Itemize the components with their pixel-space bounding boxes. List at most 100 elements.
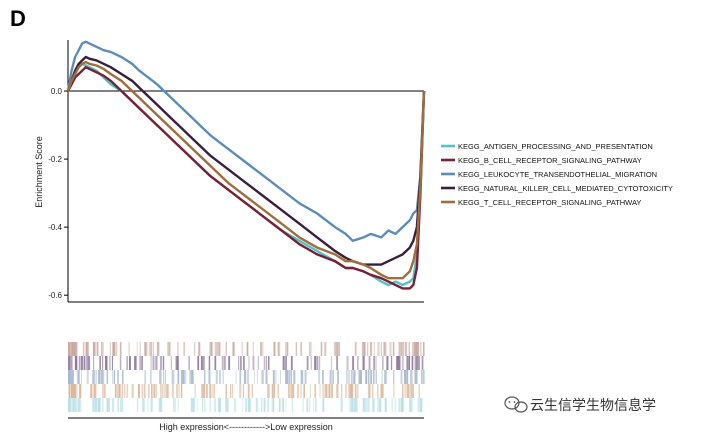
barcode-hit bbox=[144, 384, 146, 398]
barcode-hit bbox=[228, 356, 231, 370]
barcode-hit bbox=[225, 342, 227, 356]
barcode-hit bbox=[183, 342, 185, 356]
barcode-hit bbox=[190, 398, 193, 412]
barcode-hit bbox=[257, 398, 259, 412]
barcode-hit bbox=[116, 342, 118, 356]
barcode-hit bbox=[382, 356, 384, 370]
barcode-hit bbox=[300, 370, 302, 384]
barcode-hit bbox=[266, 356, 267, 370]
barcode-hit bbox=[291, 398, 293, 412]
barcode-hit bbox=[285, 398, 287, 412]
barcode-hit bbox=[352, 356, 354, 370]
barcode-hit bbox=[362, 342, 364, 356]
barcode-hit bbox=[367, 384, 371, 398]
hit-barcode bbox=[68, 342, 425, 419]
barcode-hit bbox=[375, 356, 377, 370]
barcode-hit bbox=[241, 342, 243, 356]
barcode-hit bbox=[155, 384, 157, 398]
barcode-hit bbox=[338, 342, 340, 356]
barcode-hit bbox=[120, 342, 122, 356]
barcode-hit bbox=[72, 384, 74, 398]
y-axis-label: Enrichment Score bbox=[34, 136, 44, 208]
barcode-hit bbox=[361, 342, 364, 356]
barcode-hit bbox=[115, 384, 117, 398]
barcode-hit bbox=[309, 342, 311, 356]
barcode-hit bbox=[260, 342, 262, 356]
barcode-hit bbox=[99, 356, 101, 370]
barcode-hit bbox=[398, 356, 400, 370]
barcode-hit bbox=[87, 342, 89, 356]
barcode-hit bbox=[313, 398, 315, 412]
barcode-hit bbox=[190, 370, 193, 384]
barcode-hit bbox=[94, 398, 97, 412]
barcode-hit bbox=[93, 370, 96, 384]
barcode-hit bbox=[216, 342, 219, 356]
barcode-hit bbox=[148, 384, 150, 398]
barcode-hit bbox=[134, 356, 135, 370]
barcode-hit bbox=[225, 384, 227, 398]
barcode-hit bbox=[373, 342, 375, 356]
barcode-hit bbox=[71, 356, 73, 370]
barcode-hit bbox=[203, 370, 205, 384]
barcode-hit bbox=[139, 356, 142, 370]
barcode-hit bbox=[73, 384, 75, 398]
barcode-hit bbox=[422, 356, 424, 370]
barcode-hit bbox=[391, 398, 393, 412]
barcode-hit bbox=[381, 370, 383, 384]
barcode-hit bbox=[74, 398, 77, 412]
barcode-hit bbox=[416, 370, 418, 384]
barcode-hit bbox=[174, 398, 177, 412]
barcode-hit bbox=[235, 370, 237, 384]
barcode-hit bbox=[75, 384, 78, 398]
barcode-hit bbox=[134, 356, 137, 370]
barcode-hit bbox=[240, 356, 242, 370]
barcode-hit bbox=[351, 384, 354, 398]
barcode-hit bbox=[112, 398, 114, 412]
barcode-hit bbox=[72, 370, 74, 384]
barcode-hit bbox=[411, 398, 414, 412]
barcode-hit bbox=[401, 384, 404, 398]
barcode-hit bbox=[86, 356, 89, 370]
barcode-hit bbox=[379, 398, 382, 412]
barcode-hit bbox=[272, 398, 275, 412]
watermark-text: 云生信学生物信息学 bbox=[530, 397, 656, 414]
barcode-hit bbox=[384, 398, 387, 412]
barcode-hit bbox=[218, 398, 220, 412]
barcode-hit bbox=[242, 384, 244, 398]
barcode-hit bbox=[101, 398, 104, 412]
barcode-hit bbox=[348, 370, 350, 384]
barcode-hit bbox=[420, 342, 422, 356]
legend-entry: KEGG_B_CELL_RECEPTOR_SIGNALING_PATHWAY bbox=[458, 156, 642, 165]
barcode-hit bbox=[322, 384, 325, 398]
barcode-hit bbox=[330, 370, 333, 384]
barcode-hit bbox=[87, 356, 91, 370]
legend-entry: KEGG_T_CELL_RECEPTOR_SIGNALING_PATHWAY bbox=[458, 198, 641, 207]
barcode-hit bbox=[75, 398, 78, 412]
barcode-hit bbox=[209, 398, 211, 412]
barcode-hit bbox=[109, 356, 111, 370]
barcode-hit bbox=[160, 356, 163, 370]
barcode-hit bbox=[386, 356, 388, 370]
barcode-hit bbox=[356, 384, 359, 398]
barcode-hit bbox=[232, 384, 233, 398]
barcode-hit bbox=[317, 356, 319, 370]
wechat-icon bbox=[504, 396, 528, 413]
barcode-hit bbox=[93, 356, 95, 370]
barcode-hit bbox=[372, 398, 375, 412]
barcode-hit bbox=[376, 370, 377, 384]
barcode-hit bbox=[331, 384, 333, 398]
barcode-hit bbox=[136, 398, 139, 412]
barcode-hit bbox=[362, 356, 365, 370]
barcode-hit bbox=[348, 384, 350, 398]
barcode-hit bbox=[417, 398, 420, 412]
barcode-hit bbox=[224, 356, 226, 370]
barcode-hit bbox=[353, 398, 355, 412]
barcode-hit bbox=[243, 370, 246, 384]
barcode-hit bbox=[126, 384, 128, 398]
barcode-hit bbox=[196, 398, 198, 412]
barcode-hit bbox=[331, 356, 333, 370]
barcode-hit bbox=[256, 370, 258, 384]
barcode-hit bbox=[363, 398, 364, 412]
barcode-hit bbox=[68, 398, 71, 412]
